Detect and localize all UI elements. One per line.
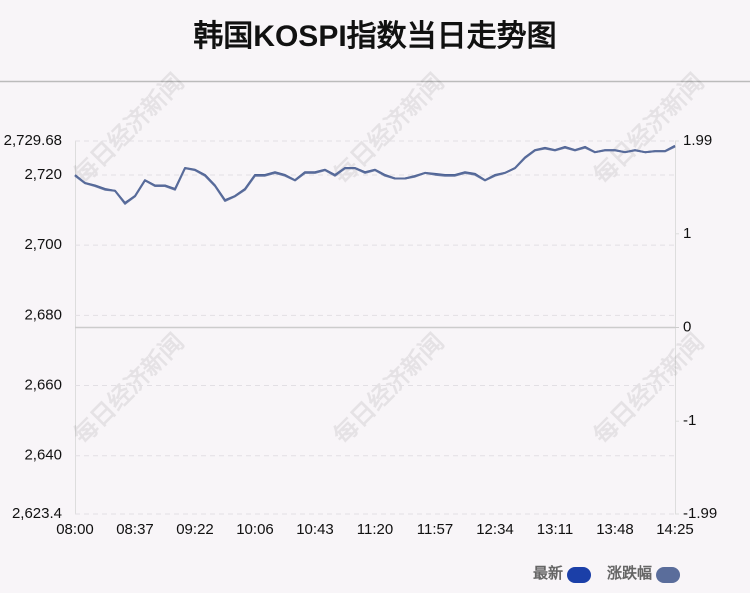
y2-tick-label: -1.99 [683,505,717,522]
x-tick-label: 13:48 [596,521,634,538]
y2-tick-label: 0 [683,318,691,335]
x-tick-label: 12:34 [476,521,514,538]
y2-tick-label: 1 [683,225,691,242]
y2-tick-label: 1.99 [683,132,712,149]
x-tick-label: 10:43 [296,521,334,538]
y-tick-label: 2,660 [24,377,62,394]
x-tick-label: 08:00 [56,521,94,538]
y2-tick-label: -1 [683,412,696,429]
x-tick-label: 11:20 [357,521,393,538]
x-tick-label: 09:22 [176,521,214,538]
y-tick-label: 2,640 [24,447,62,464]
legend-swatch [656,567,681,583]
x-tick-label: 11:57 [417,521,453,538]
y-tick-label: 2,729.68 [4,132,62,149]
series-line [74,145,676,205]
x-tick-label: 14:25 [656,521,694,538]
x-tick-label: 08:37 [116,521,154,538]
legend-label: 最新 [533,564,563,582]
y-tick-label: 2,700 [24,236,62,253]
x-tick-label: 10:06 [236,521,274,538]
legend-swatch [567,567,592,583]
legend-label: 涨跌幅 [607,564,652,582]
y-tick-label: 2,680 [24,306,62,323]
chart-title: 韩国KOSPI指数当日走势图 [193,20,556,53]
x-tick-label: 13:11 [537,521,573,538]
y-tick-label: 2,623.4 [12,505,62,522]
y-tick-label: 2,720 [24,166,62,183]
